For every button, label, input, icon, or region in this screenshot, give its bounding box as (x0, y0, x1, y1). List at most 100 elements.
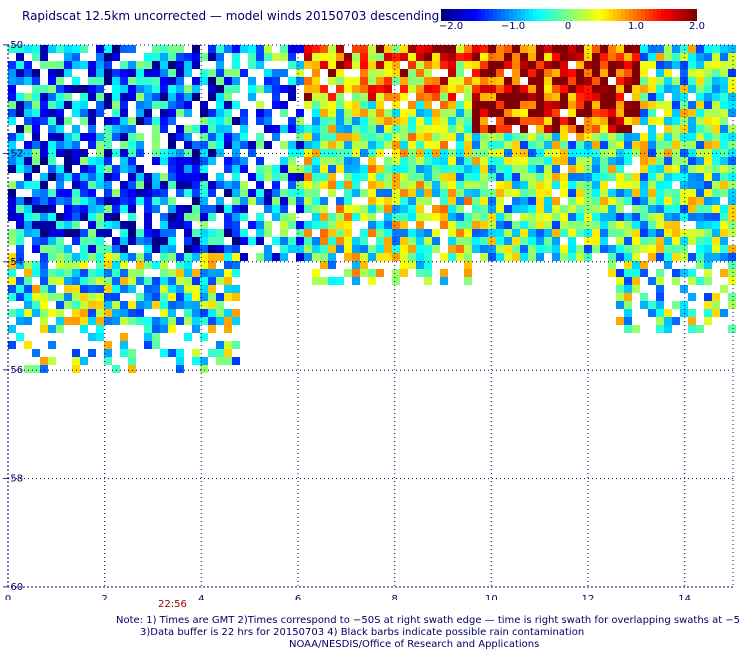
wind-cell (624, 237, 632, 245)
wind-cell (712, 61, 720, 69)
wind-cell (360, 133, 368, 141)
wind-cell (408, 229, 416, 237)
wind-cell (256, 117, 264, 125)
wind-cell (16, 45, 24, 53)
wind-cell (288, 77, 296, 85)
wind-cell (552, 197, 560, 205)
colorbar-swatch (649, 9, 654, 21)
wind-cell (208, 261, 216, 269)
wind-cell (96, 45, 104, 53)
wind-cell (312, 189, 320, 197)
wind-cell (408, 61, 416, 69)
wind-cell (24, 277, 32, 285)
wind-cell (376, 205, 384, 213)
colorbar-swatch (473, 9, 478, 21)
wind-cell (600, 53, 608, 61)
wind-cell (688, 197, 696, 205)
wind-cell (48, 173, 56, 181)
wind-cell (496, 77, 504, 85)
wind-cell (264, 205, 272, 213)
wind-cell (160, 109, 168, 117)
wind-cell (216, 253, 224, 261)
y-tick-label: −52 (2, 148, 23, 159)
wind-cell (576, 213, 584, 221)
wind-cell (680, 237, 688, 245)
wind-cell (560, 45, 568, 53)
colorbar-swatch (597, 9, 602, 21)
wind-cell (304, 165, 312, 173)
wind-cell (184, 301, 192, 309)
wind-cell (408, 189, 416, 197)
wind-cell (696, 85, 704, 93)
wind-cell (112, 165, 120, 173)
wind-cell (88, 221, 96, 229)
wind-cell (464, 101, 472, 109)
wind-cell (40, 325, 48, 333)
wind-cell (720, 269, 728, 277)
wind-cell (368, 253, 376, 261)
wind-cell (360, 237, 368, 245)
wind-cell (128, 125, 136, 133)
wind-cell (400, 197, 408, 205)
wind-cell (520, 93, 528, 101)
wind-cell (592, 245, 600, 253)
wind-cell (80, 165, 88, 173)
wind-cell (464, 45, 472, 53)
wind-cell (280, 157, 288, 165)
wind-cell (656, 181, 664, 189)
wind-cell (360, 77, 368, 85)
wind-cell (264, 189, 272, 197)
wind-cell (416, 125, 424, 133)
wind-cell (416, 221, 424, 229)
wind-cell (328, 221, 336, 229)
wind-cell (64, 173, 72, 181)
wind-cell (280, 141, 288, 149)
wind-cell (368, 189, 376, 197)
wind-cell (328, 253, 336, 261)
wind-cell (200, 181, 208, 189)
wind-cell (520, 229, 528, 237)
wind-cell (392, 173, 400, 181)
wind-cell (376, 173, 384, 181)
wind-cell (128, 277, 136, 285)
colorbar-swatch (561, 9, 566, 21)
wind-cell (96, 173, 104, 181)
wind-cell (656, 77, 664, 85)
colorbar-swatch (593, 9, 598, 21)
wind-cell (496, 205, 504, 213)
wind-cell (240, 69, 248, 77)
wind-cell (448, 101, 456, 109)
wind-cell (440, 253, 448, 261)
wind-cell (632, 61, 640, 69)
wind-cell (208, 229, 216, 237)
wind-cell (40, 173, 48, 181)
wind-cell (192, 309, 200, 317)
y-tick-label: −60 (2, 582, 23, 593)
wind-cell (232, 357, 240, 365)
wind-cell (128, 173, 136, 181)
wind-cell (408, 237, 416, 245)
wind-cell (168, 317, 176, 325)
wind-cell (272, 173, 280, 181)
colorbar-swatch (677, 9, 682, 21)
wind-cell (384, 77, 392, 85)
wind-cell (704, 77, 712, 85)
wind-cell (144, 61, 152, 69)
wind-cell (424, 237, 432, 245)
wind-cell (200, 237, 208, 245)
wind-cell (232, 101, 240, 109)
wind-cell (592, 93, 600, 101)
wind-cell (480, 197, 488, 205)
colorbar-swatch (549, 9, 554, 21)
wind-cell (56, 133, 64, 141)
wind-cell (24, 181, 32, 189)
wind-cell (232, 53, 240, 61)
wind-cell (88, 349, 96, 357)
wind-cell (184, 245, 192, 253)
wind-cell (56, 261, 64, 269)
wind-cell (712, 109, 720, 117)
wind-cell (392, 229, 400, 237)
wind-cell (104, 133, 112, 141)
wind-cell (512, 157, 520, 165)
wind-cell (344, 253, 352, 261)
